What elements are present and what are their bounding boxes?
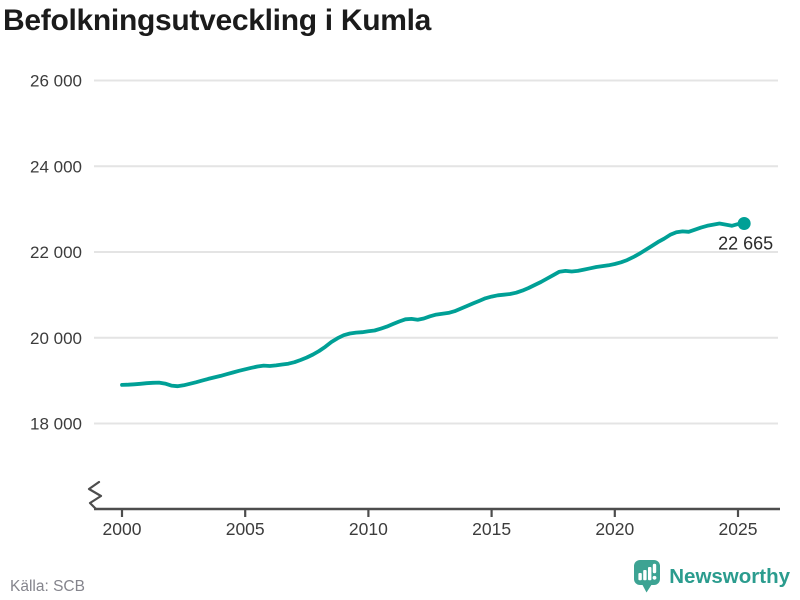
y-tick-label: 20 000 bbox=[30, 329, 82, 348]
y-tick-label: 26 000 bbox=[30, 72, 82, 91]
y-tick-label: 18 000 bbox=[30, 415, 82, 434]
x-tick-label: 2015 bbox=[472, 519, 511, 539]
last-value-label: 22 665 bbox=[718, 233, 773, 253]
x-tick-label: 2005 bbox=[226, 519, 265, 539]
newsworthy-wordmark: Newsworthy bbox=[669, 564, 790, 588]
y-tick-label: 22 000 bbox=[30, 243, 82, 262]
x-tick-label: 2025 bbox=[719, 519, 758, 539]
axis-break-icon bbox=[87, 480, 103, 511]
population-line bbox=[120, 221, 747, 389]
x-tick-label: 2000 bbox=[103, 519, 142, 539]
x-tick-label: 2010 bbox=[349, 519, 388, 539]
x-tick-label: 2020 bbox=[595, 519, 634, 539]
page-title: Befolkningsutveckling i Kumla bbox=[3, 4, 432, 37]
newsworthy-logo[interactable]: Newsworthy bbox=[633, 559, 790, 594]
newsworthy-bar-chart-bubble-icon bbox=[634, 560, 661, 593]
y-tick-label: 24 000 bbox=[30, 157, 82, 176]
last-point-marker bbox=[737, 216, 751, 230]
source-label: Källa: SCB bbox=[10, 578, 85, 595]
